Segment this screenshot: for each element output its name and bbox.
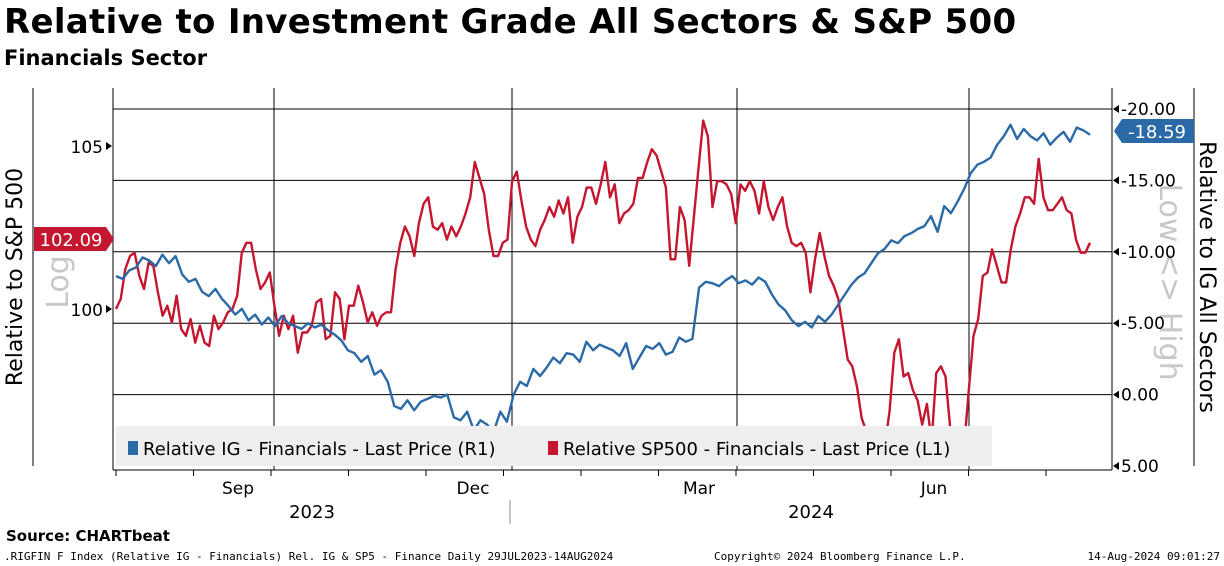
chart-subtitle: Financials Sector: [4, 46, 208, 70]
x-label-jun: Jun: [920, 479, 948, 499]
x-label-dec: Dec: [457, 479, 490, 499]
sp500-series-line: [114, 119, 1092, 447]
timestamp: 14-Aug-2024 09:01:27: [1087, 550, 1220, 563]
left-axis-title: Relative to S&P 500: [3, 168, 28, 386]
right-tick-marker: [1113, 319, 1119, 328]
right-tick-label: -5.00: [1121, 314, 1165, 334]
legend-sp500-label: Relative SP500 - Financials - Last Price…: [563, 439, 950, 460]
right-value-badge-label: -18.59: [1128, 122, 1186, 143]
legend-ig-label: Relative IG - Financials - Last Price (R…: [143, 439, 496, 460]
x-label-mar: Mar: [683, 479, 715, 499]
right-tick-label: -15.00: [1121, 171, 1176, 191]
x-label-2024: 2024: [788, 502, 834, 523]
left-tick-marker-100: [106, 305, 112, 313]
right-tick-label: -20.00: [1121, 100, 1176, 120]
legend-sp500-swatch: [548, 441, 558, 455]
right-tick-label: 0.00: [1121, 386, 1159, 406]
right-axis-watermark: Low <> High: [1152, 183, 1187, 380]
copyright: Copyright© 2024 Bloomberg Finance L.P.: [714, 550, 966, 563]
source-note: Source: CHARTbeat: [6, 527, 170, 545]
left-value-badge-label: 102.09: [40, 230, 103, 251]
right-tick-marker: [1113, 462, 1119, 470]
right-axis-title: Relative to IG All Sectors: [1194, 141, 1219, 413]
ig-series-line: [115, 123, 1091, 433]
left-tick-105: 105: [71, 138, 103, 158]
right-tick-marker: [1113, 390, 1119, 399]
left-tick-100: 100: [71, 301, 103, 321]
legend-ig-swatch: [128, 441, 138, 455]
ticker-info: .RIGFIN F Index (Relative IG - Financial…: [4, 550, 614, 563]
left-value-badge: [34, 227, 114, 251]
right-tick-label: 5.00: [1121, 457, 1159, 477]
chart-title: Relative to Investment Grade All Sectors…: [4, 2, 1017, 42]
x-label-2023: 2023: [289, 502, 335, 523]
right-tick-marker: [1113, 176, 1119, 185]
right-value-badge: [1114, 119, 1194, 143]
left-tick-marker-105: [106, 142, 112, 150]
right-tick-marker: [1113, 247, 1119, 256]
right-tick-label: -10.00: [1121, 243, 1176, 263]
x-label-sep: Sep: [222, 479, 254, 499]
right-tick-marker: [1113, 105, 1119, 113]
left-axis-watermark: Log: [41, 255, 76, 309]
